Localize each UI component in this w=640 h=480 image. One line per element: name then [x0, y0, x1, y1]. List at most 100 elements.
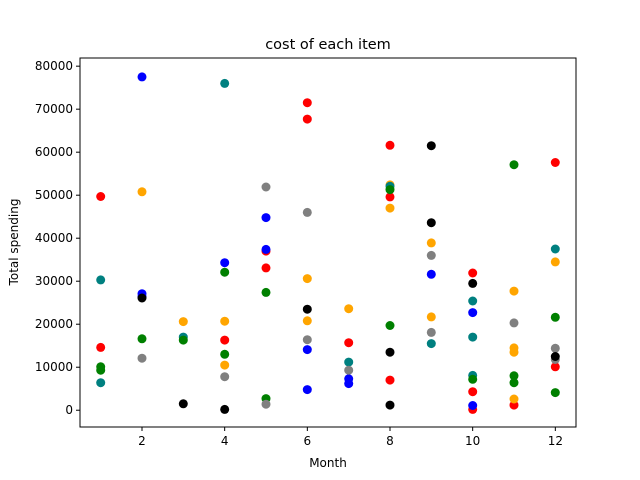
- data-point: [96, 192, 106, 201]
- data-point: [426, 269, 436, 279]
- data-point: [426, 327, 436, 337]
- data-point: [137, 187, 147, 197]
- x-axis: 2 4 6 8 10 12: [138, 427, 563, 448]
- data-point: [468, 332, 478, 342]
- data-point: [550, 158, 560, 167]
- data-point: [426, 312, 436, 322]
- data-point: [468, 387, 478, 397]
- data-point: [137, 334, 147, 344]
- data-point: [426, 250, 436, 260]
- data-point: [96, 275, 106, 285]
- data-point: [509, 394, 519, 404]
- data-point: [509, 378, 519, 388]
- data-point: [220, 372, 230, 382]
- y-tick-label: 10000: [35, 360, 73, 374]
- data-point: [261, 244, 271, 254]
- data-point: [137, 293, 147, 303]
- data-point: [178, 317, 188, 327]
- data-point: [302, 274, 312, 284]
- y-tick-label: 0: [65, 403, 73, 417]
- data-point: [302, 316, 312, 326]
- data-point: [550, 343, 560, 353]
- data-point: [302, 335, 312, 345]
- data-point: [385, 192, 395, 202]
- data-point: [509, 347, 519, 357]
- data-point: [509, 371, 519, 381]
- data-point: [344, 379, 354, 389]
- data-point: [302, 114, 312, 124]
- data-point: [261, 399, 271, 409]
- data-point: [385, 400, 395, 410]
- data-point: [468, 308, 478, 318]
- markers-layer: [96, 72, 560, 414]
- y-tick-label: 20000: [35, 317, 73, 331]
- data-point: [344, 304, 354, 314]
- data-point: [550, 388, 560, 398]
- data-point: [468, 374, 478, 384]
- data-point: [220, 349, 230, 359]
- data-point: [550, 257, 560, 267]
- data-point: [385, 321, 395, 330]
- data-point: [96, 365, 106, 375]
- data-point: [261, 263, 271, 273]
- data-point: [468, 278, 478, 288]
- y-axis-label: Total spending: [7, 199, 21, 287]
- data-point: [178, 335, 188, 345]
- data-point: [220, 404, 230, 414]
- data-point: [220, 267, 230, 277]
- data-point: [509, 160, 519, 170]
- y-tick-label: 80000: [35, 59, 73, 73]
- y-tick-label: 30000: [35, 274, 73, 288]
- data-point: [385, 347, 395, 357]
- data-point: [137, 72, 147, 82]
- data-point: [96, 378, 106, 388]
- chart-title: cost of each item: [265, 37, 391, 53]
- data-point: [344, 365, 354, 375]
- data-point: [550, 362, 560, 372]
- data-point: [426, 218, 436, 228]
- data-point: [509, 318, 519, 328]
- y-tick-label: 70000: [35, 102, 73, 116]
- data-point: [302, 304, 312, 314]
- data-point: [509, 286, 519, 296]
- data-point: [385, 375, 395, 385]
- data-point: [302, 385, 312, 395]
- data-point: [344, 338, 354, 348]
- data-point: [344, 357, 354, 367]
- data-point: [220, 258, 230, 268]
- data-point: [220, 78, 230, 88]
- y-tick-label: 50000: [35, 188, 73, 202]
- data-point: [261, 213, 271, 223]
- data-point: [385, 185, 395, 195]
- data-point: [550, 352, 560, 361]
- data-point: [137, 353, 147, 363]
- x-axis-label: Month: [309, 456, 347, 470]
- data-point: [468, 401, 478, 410]
- data-point: [550, 244, 560, 254]
- data-point: [220, 335, 230, 345]
- x-tick-label: 12: [548, 434, 563, 448]
- data-point: [426, 238, 436, 248]
- data-point: [468, 296, 478, 306]
- data-point: [468, 268, 478, 278]
- x-tick-label: 8: [386, 434, 394, 448]
- y-axis: 0 10000 20000 30000 40000 50000 60000 70000 8000…: [35, 59, 80, 417]
- data-point: [261, 182, 271, 192]
- data-point: [302, 207, 312, 217]
- data-point: [385, 203, 395, 213]
- data-point: [302, 98, 312, 108]
- data-point: [426, 141, 436, 151]
- data-point: [220, 360, 230, 370]
- data-point: [426, 339, 436, 349]
- data-point: [220, 316, 230, 326]
- x-tick-label: 4: [221, 434, 229, 448]
- data-point: [385, 140, 395, 150]
- data-point: [261, 287, 271, 297]
- y-tick-label: 60000: [35, 145, 73, 159]
- x-tick-label: 10: [465, 434, 480, 448]
- plot-frame: [79, 57, 577, 428]
- data-point: [550, 312, 560, 322]
- x-tick-label: 2: [138, 434, 146, 448]
- data-point: [96, 342, 106, 352]
